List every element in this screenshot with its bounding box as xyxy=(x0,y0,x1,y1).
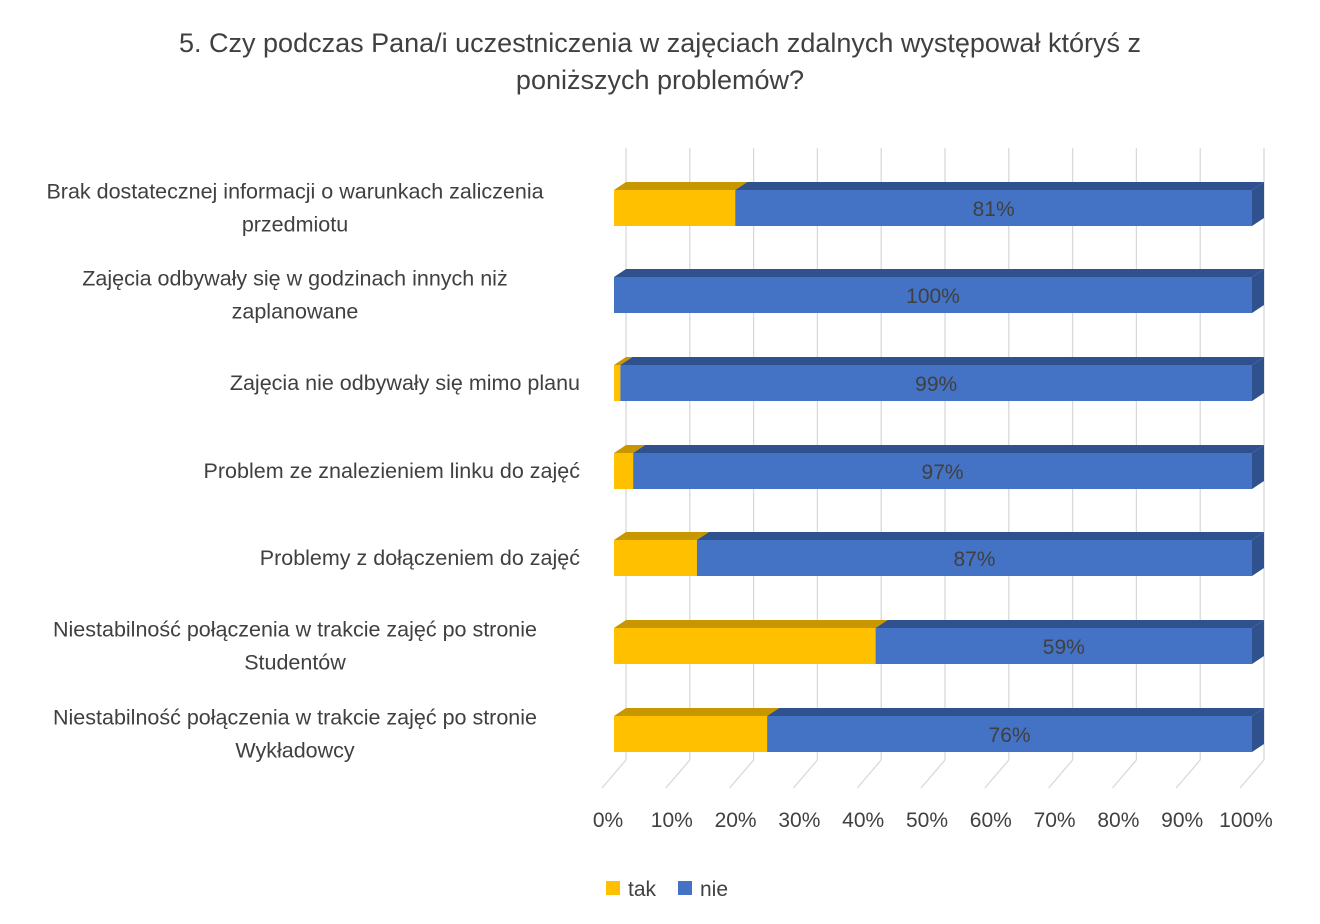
bar-side xyxy=(1252,357,1264,401)
legend-swatch-nie xyxy=(678,881,692,895)
bar-side xyxy=(1252,269,1264,313)
data-label: 87% xyxy=(953,548,995,571)
category-label: Zajęcia nie odbywały się mimo planu xyxy=(230,371,580,395)
bar-nie xyxy=(620,365,1252,401)
gridline-floor xyxy=(1111,759,1137,789)
x-tick-label: 60% xyxy=(970,809,1012,832)
bar-top-tak xyxy=(614,708,780,716)
gridline-floor xyxy=(729,759,755,789)
bar-top-nie xyxy=(614,269,1264,277)
bar-top-tak xyxy=(614,620,888,628)
bar-tak xyxy=(614,365,621,401)
bar-top-nie xyxy=(696,532,1264,540)
gridline-floor xyxy=(665,759,691,789)
category-label: Problem ze znalezieniem linku do zajęć xyxy=(204,459,581,483)
bar-nie xyxy=(696,540,1252,576)
bar-tak xyxy=(614,540,697,576)
x-tick-label: 10% xyxy=(651,809,693,832)
x-axis-ticks: 0% 10% 20% 30% 40% 50% 60% 70% 80% 90% 100% xyxy=(593,809,1273,832)
x-tick-label: 40% xyxy=(842,809,884,832)
x-tick-label: 20% xyxy=(715,809,757,832)
category-labels: Brak dostatecznej informacji o warunkach… xyxy=(46,180,580,763)
category-label: Brak dostatecznej informacji o warunkach… xyxy=(46,180,543,204)
data-label: 97% xyxy=(922,461,964,484)
gridline-floor xyxy=(856,759,882,789)
legend-label-tak: tak xyxy=(628,878,657,901)
bars: 81% 100% 99% 97% 87% 59% 76% xyxy=(614,182,1264,752)
data-label: 100% xyxy=(906,285,960,308)
category-label: Problemy z dołączeniem do zajęć xyxy=(260,546,581,570)
gridline-floor xyxy=(792,759,818,789)
bar-top-nie xyxy=(767,708,1264,716)
gridline-floor xyxy=(1048,759,1074,789)
x-tick-label: 30% xyxy=(778,809,820,832)
bar-top-tak xyxy=(614,357,633,365)
bar-nie xyxy=(875,628,1252,664)
bar-nie xyxy=(633,453,1252,489)
category-label: przedmiotu xyxy=(242,213,348,237)
bar-top-tak xyxy=(614,532,709,540)
data-label: 59% xyxy=(1043,636,1085,659)
x-tick-label: 90% xyxy=(1161,809,1203,832)
legend: tak nie xyxy=(606,878,728,901)
category-label: Studentów xyxy=(244,651,346,675)
legend-label-nie: nie xyxy=(700,878,728,901)
category-label: Zajęcia odbywały się w godzinach innych … xyxy=(82,267,507,291)
legend-swatch-tak xyxy=(606,881,620,895)
category-label: Wykładowcy xyxy=(235,739,355,763)
bar-side xyxy=(1252,445,1264,489)
bar-top-nie xyxy=(735,182,1264,190)
gridline-floor xyxy=(920,759,946,789)
bar-tak xyxy=(614,716,768,752)
gridline-floor xyxy=(1239,759,1265,789)
bar-tak xyxy=(614,628,876,664)
data-label: 99% xyxy=(915,373,957,396)
bar-top-nie xyxy=(633,445,1264,453)
gridline-floor xyxy=(984,759,1010,789)
chart-title-line: 5. Czy podczas Pana/i uczestniczenia w z… xyxy=(179,28,1141,58)
bar-top-tak xyxy=(614,445,646,453)
bar-nie xyxy=(614,277,1252,313)
gridline-floor xyxy=(1175,759,1201,789)
x-tick-label: 100% xyxy=(1219,809,1273,832)
bar-side xyxy=(1252,620,1264,664)
bar-nie xyxy=(735,190,1252,226)
bar-top-nie xyxy=(620,357,1264,365)
bar-tak xyxy=(614,190,736,226)
chart-title-line: poniższych problemów? xyxy=(516,65,804,95)
bar-top-tak xyxy=(614,182,748,190)
data-label: 76% xyxy=(989,724,1031,747)
category-label: Niestabilność połączenia w trakcie zajęć… xyxy=(53,706,537,730)
bar-side xyxy=(1252,708,1264,752)
x-tick-label: 70% xyxy=(1034,809,1076,832)
x-tick-label: 0% xyxy=(593,809,623,832)
x-tick-label: 80% xyxy=(1097,809,1139,832)
bar-side xyxy=(1252,532,1264,576)
bar-side xyxy=(1252,182,1264,226)
gridline-floor xyxy=(601,759,627,789)
bar-nie xyxy=(767,716,1252,752)
category-label: zaplanowane xyxy=(232,300,359,324)
category-label: Niestabilność połączenia w trakcie zajęć… xyxy=(53,618,537,642)
bar-tak xyxy=(614,453,634,489)
data-label: 81% xyxy=(973,198,1015,221)
x-tick-label: 50% xyxy=(906,809,948,832)
bar-top-nie xyxy=(875,620,1264,628)
chart-title: 5. Czy podczas Pana/i uczestniczenia w z… xyxy=(179,28,1141,95)
